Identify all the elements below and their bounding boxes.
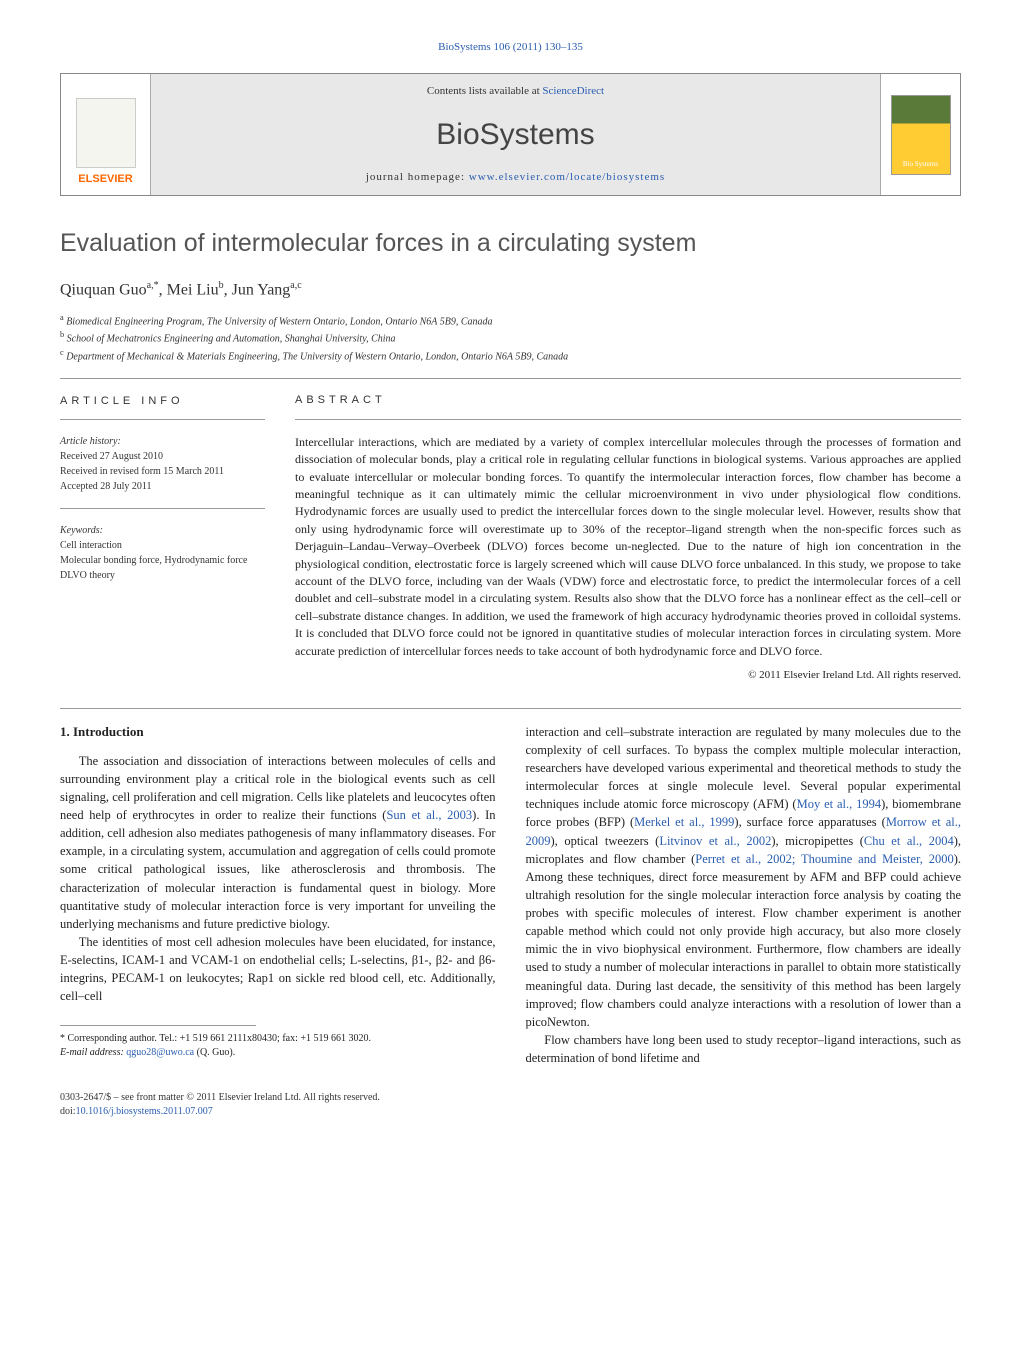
article-title: Evaluation of intermolecular forces in a… — [60, 226, 961, 261]
ref-sun-2003[interactable]: Sun et al., 2003 — [386, 808, 472, 822]
article-info-column: ARTICLE INFO Article history: Received 2… — [60, 393, 265, 684]
info-divider-2 — [60, 508, 265, 509]
keywords-block: Keywords: Cell interaction Molecular bon… — [60, 523, 265, 583]
author-3-sup: a,c — [290, 280, 301, 291]
journal-banner: ELSEVIER Contents lists available at Sci… — [60, 73, 961, 196]
sciencedirect-link[interactable]: ScienceDirect — [542, 85, 604, 97]
history-received: Received 27 August 2010 — [60, 449, 265, 464]
doi-line: doi:10.1016/j.biosystems.2011.07.007 — [60, 1105, 961, 1119]
corresponding-author-footnote: * Corresponding author. Tel.: +1 519 661… — [60, 1032, 496, 1060]
abstract-heading: ABSTRACT — [295, 393, 961, 409]
author-1: Qiuquan Guo — [60, 282, 147, 299]
ref-perret-thoumine[interactable]: Perret et al., 2002; Thoumine and Meiste… — [695, 852, 953, 866]
body-para-2: The identities of most cell adhesion mol… — [60, 933, 496, 1006]
body-para-1: The association and dissociation of inte… — [60, 752, 496, 933]
keyword-1: Cell interaction — [60, 538, 265, 553]
divider-top — [60, 378, 961, 379]
body-para-4: Flow chambers have long been used to stu… — [526, 1031, 962, 1067]
abstract-divider — [295, 419, 961, 420]
para3-e: ), micropipettes ( — [771, 834, 864, 848]
aff-b-text: School of Mechatronics Engineering and A… — [67, 334, 396, 345]
doi-link[interactable]: 10.1016/j.biosystems.2011.07.007 — [76, 1106, 213, 1117]
article-history-block: Article history: Received 27 August 2010… — [60, 434, 265, 494]
abstract-column: ABSTRACT Intercellular interactions, whi… — [295, 393, 961, 684]
elsevier-tree-icon — [76, 98, 136, 168]
aff-c-sup: c — [60, 348, 64, 357]
homepage-line: journal homepage: www.elsevier.com/locat… — [366, 170, 665, 185]
ref-litvinov-2002[interactable]: Litvinov et al., 2002 — [659, 834, 771, 848]
info-abstract-row: ARTICLE INFO Article history: Received 2… — [60, 393, 961, 684]
email-suffix: (Q. Guo). — [197, 1047, 236, 1058]
author-2: Mei Liu — [167, 282, 219, 299]
homepage-link[interactable]: www.elsevier.com/locate/biosystems — [469, 171, 665, 183]
journal-name: BioSystems — [436, 114, 594, 156]
para1-b: ). In addition, cell adhesion also media… — [60, 808, 496, 931]
author-3: Jun Yang — [232, 282, 291, 299]
footnote-separator — [60, 1025, 256, 1026]
contents-lists-line: Contents lists available at ScienceDirec… — [427, 84, 604, 99]
section-1-heading: 1. Introduction — [60, 723, 496, 742]
body-para-3: interaction and cell–substrate interacti… — [526, 723, 962, 1031]
info-divider-1 — [60, 419, 265, 420]
history-accepted: Accepted 28 July 2011 — [60, 479, 265, 494]
banner-right — [880, 74, 960, 195]
keywords-label: Keywords: — [60, 523, 265, 538]
citation-link[interactable]: BioSystems 106 (2011) 130–135 — [438, 41, 583, 53]
abstract-copyright: © 2011 Elsevier Ireland Ltd. All rights … — [295, 668, 961, 684]
corr-email-link[interactable]: qguo28@uwo.ca — [126, 1047, 194, 1058]
doi-prefix: doi: — [60, 1106, 76, 1117]
email-label: E-mail address: — [60, 1047, 124, 1058]
keyword-3: DLVO theory — [60, 568, 265, 583]
affiliation-b: b School of Mechatronics Engineering and… — [60, 329, 961, 346]
header-citation: BioSystems 106 (2011) 130–135 — [60, 40, 961, 55]
ref-merkel-1999[interactable]: Merkel et al., 1999 — [634, 815, 734, 829]
para3-d: ), optical tweezers ( — [551, 834, 660, 848]
journal-cover-thumbnail — [891, 95, 951, 175]
article-info-heading: ARTICLE INFO — [60, 393, 265, 410]
front-matter-line: 0303-2647/$ – see front matter © 2011 El… — [60, 1091, 961, 1105]
affiliation-c: c Department of Mechanical & Materials E… — [60, 347, 961, 364]
authors-line: Qiuquan Guoa,*, Mei Liub, Jun Yanga,c — [60, 279, 961, 302]
homepage-prefix: journal homepage: — [366, 171, 469, 183]
history-revised: Received in revised form 15 March 2011 — [60, 464, 265, 479]
contents-prefix: Contents lists available at — [427, 85, 542, 97]
corr-email-line: E-mail address: qguo28@uwo.ca (Q. Guo). — [60, 1046, 496, 1060]
author-1-sup: a,* — [147, 280, 159, 291]
history-label: Article history: — [60, 434, 265, 449]
affiliations: a Biomedical Engineering Program, The Un… — [60, 312, 961, 364]
ref-chu-2004[interactable]: Chu et al., 2004 — [864, 834, 954, 848]
aff-a-text: Biomedical Engineering Program, The Univ… — [66, 316, 492, 327]
aff-a-sup: a — [60, 313, 64, 322]
keyword-2: Molecular bonding force, Hydrodynamic fo… — [60, 553, 265, 568]
banner-center: Contents lists available at ScienceDirec… — [151, 74, 880, 195]
page-footer: 0303-2647/$ – see front matter © 2011 El… — [60, 1091, 961, 1119]
aff-c-text: Department of Mechanical & Materials Eng… — [66, 351, 568, 362]
para3-g: ). Among these techniques, direct force … — [526, 852, 962, 1029]
affiliation-a: a Biomedical Engineering Program, The Un… — [60, 312, 961, 329]
elsevier-label: ELSEVIER — [78, 172, 132, 187]
author-2-sup: b — [219, 280, 224, 291]
ref-moy-1994[interactable]: Moy et al., 1994 — [797, 797, 882, 811]
aff-b-sup: b — [60, 330, 64, 339]
body-two-columns: 1. Introduction The association and diss… — [60, 723, 961, 1067]
banner-left: ELSEVIER — [61, 74, 151, 195]
corr-author-line: * Corresponding author. Tel.: +1 519 661… — [60, 1032, 496, 1046]
divider-bottom — [60, 708, 961, 709]
abstract-text: Intercellular interactions, which are me… — [295, 434, 961, 660]
para3-c: ), surface force apparatuses ( — [734, 815, 885, 829]
